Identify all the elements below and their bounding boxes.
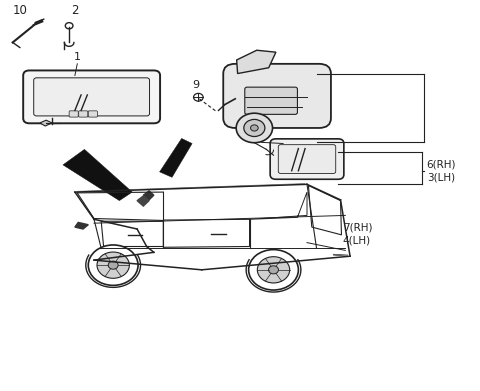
Text: 2: 2 — [71, 4, 79, 17]
Circle shape — [249, 249, 299, 290]
FancyBboxPatch shape — [88, 111, 97, 117]
Circle shape — [251, 125, 258, 131]
Polygon shape — [75, 222, 88, 229]
Polygon shape — [237, 50, 276, 74]
FancyBboxPatch shape — [79, 111, 88, 117]
Text: 4(LH): 4(LH) — [343, 235, 371, 245]
Circle shape — [97, 252, 129, 278]
Polygon shape — [63, 149, 132, 201]
FancyBboxPatch shape — [223, 64, 331, 128]
Circle shape — [244, 119, 265, 136]
Circle shape — [236, 113, 273, 143]
Text: 7(RH): 7(RH) — [343, 223, 372, 233]
FancyBboxPatch shape — [245, 87, 298, 114]
Circle shape — [108, 261, 118, 269]
Circle shape — [268, 266, 278, 274]
Text: 10: 10 — [12, 4, 27, 17]
Circle shape — [257, 256, 289, 283]
Text: 1: 1 — [74, 52, 81, 62]
Text: 9: 9 — [192, 80, 200, 90]
FancyBboxPatch shape — [23, 70, 160, 123]
Polygon shape — [159, 138, 192, 178]
FancyBboxPatch shape — [69, 111, 78, 117]
Polygon shape — [137, 196, 149, 206]
Circle shape — [65, 23, 73, 29]
FancyBboxPatch shape — [270, 139, 344, 179]
Polygon shape — [40, 120, 52, 126]
Polygon shape — [144, 191, 154, 200]
Circle shape — [88, 245, 138, 285]
Text: 6(RH): 6(RH) — [427, 160, 456, 170]
FancyBboxPatch shape — [34, 78, 150, 116]
FancyBboxPatch shape — [278, 145, 336, 174]
Text: 3(LH): 3(LH) — [427, 172, 455, 182]
Circle shape — [193, 93, 203, 101]
